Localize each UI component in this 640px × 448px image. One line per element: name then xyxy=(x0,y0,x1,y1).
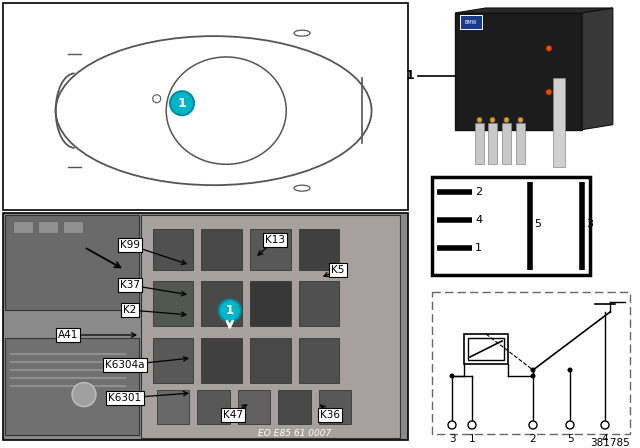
Text: 5: 5 xyxy=(534,219,541,229)
Bar xyxy=(516,123,525,164)
Circle shape xyxy=(601,421,609,429)
Circle shape xyxy=(448,421,456,429)
Bar xyxy=(250,281,291,327)
Bar xyxy=(202,338,242,383)
Bar xyxy=(202,281,242,327)
Text: 4: 4 xyxy=(475,215,482,225)
Circle shape xyxy=(518,117,523,122)
Text: EO E85 61 0007: EO E85 61 0007 xyxy=(258,429,332,438)
Circle shape xyxy=(468,421,476,429)
Text: 1: 1 xyxy=(178,97,186,110)
Text: K5: K5 xyxy=(332,265,345,275)
Bar xyxy=(202,229,242,270)
Bar xyxy=(319,390,351,424)
Bar xyxy=(464,334,508,364)
Text: 1: 1 xyxy=(468,434,476,444)
Circle shape xyxy=(531,374,536,379)
Circle shape xyxy=(504,117,509,122)
Text: 1: 1 xyxy=(226,304,234,317)
Ellipse shape xyxy=(294,185,310,191)
Circle shape xyxy=(568,367,573,372)
Circle shape xyxy=(529,421,537,429)
Text: 2: 2 xyxy=(475,187,482,197)
Text: 381785: 381785 xyxy=(590,438,630,448)
Bar xyxy=(468,338,504,360)
Bar xyxy=(460,15,482,29)
Text: 2: 2 xyxy=(530,434,536,444)
Bar xyxy=(3,213,408,440)
Bar xyxy=(250,338,291,383)
Circle shape xyxy=(477,117,482,122)
Text: K2: K2 xyxy=(124,305,137,315)
Bar xyxy=(455,13,582,129)
Text: 1: 1 xyxy=(406,69,414,82)
Bar xyxy=(299,229,339,270)
Circle shape xyxy=(531,367,536,372)
Circle shape xyxy=(566,421,574,429)
Bar xyxy=(432,292,630,434)
Bar xyxy=(299,338,339,383)
Circle shape xyxy=(546,45,552,52)
Bar xyxy=(38,221,58,233)
Text: K37: K37 xyxy=(120,280,140,290)
Text: K47: K47 xyxy=(223,410,243,420)
Bar xyxy=(5,338,139,435)
Bar xyxy=(5,215,139,310)
Bar xyxy=(157,390,189,424)
Text: K36: K36 xyxy=(320,410,340,420)
Bar xyxy=(488,123,497,164)
Circle shape xyxy=(490,117,495,122)
Text: 1: 1 xyxy=(475,243,482,253)
Circle shape xyxy=(219,300,241,322)
Bar xyxy=(153,281,193,327)
Circle shape xyxy=(546,89,552,95)
Bar xyxy=(63,221,83,233)
Bar xyxy=(250,229,291,270)
Bar xyxy=(432,177,590,275)
Bar xyxy=(278,390,311,424)
Ellipse shape xyxy=(166,57,286,164)
Text: A41: A41 xyxy=(58,330,78,340)
Bar xyxy=(502,123,511,164)
Text: K6301: K6301 xyxy=(108,393,141,403)
Bar xyxy=(553,78,565,167)
Circle shape xyxy=(153,95,161,103)
Polygon shape xyxy=(582,8,613,129)
Bar xyxy=(13,221,33,233)
Bar xyxy=(141,215,400,438)
Circle shape xyxy=(449,374,454,379)
Bar xyxy=(238,390,270,424)
Text: 3: 3 xyxy=(586,219,593,229)
Bar xyxy=(299,281,339,327)
Text: 3: 3 xyxy=(449,434,455,444)
Bar xyxy=(3,3,408,210)
Bar xyxy=(153,229,193,270)
Text: BMW: BMW xyxy=(465,20,477,25)
Text: 5: 5 xyxy=(566,434,573,444)
Bar xyxy=(197,390,230,424)
Circle shape xyxy=(72,383,96,407)
Polygon shape xyxy=(455,8,613,13)
Bar xyxy=(475,123,484,164)
Bar xyxy=(153,338,193,383)
Text: K13: K13 xyxy=(265,235,285,245)
Text: K6304a: K6304a xyxy=(105,360,145,370)
Ellipse shape xyxy=(294,30,310,36)
Text: 4: 4 xyxy=(602,434,608,444)
Circle shape xyxy=(170,91,194,115)
Text: K99: K99 xyxy=(120,240,140,250)
Ellipse shape xyxy=(56,36,372,185)
